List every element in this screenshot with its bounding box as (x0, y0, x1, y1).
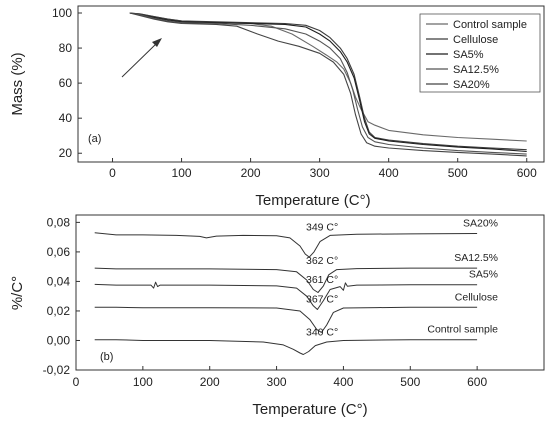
x-tick-label-a: 200 (241, 166, 261, 180)
legend-entry: Cellulose (453, 34, 498, 46)
y-tick-label-a: 100 (52, 6, 72, 20)
x-tick-label-a: 400 (379, 166, 399, 180)
series-line-b-4 (94, 339, 478, 355)
x-tick-label-b: 100 (133, 375, 153, 389)
y-tick-label-b: 0,06 (47, 245, 71, 259)
peak-label: 340 C° (306, 326, 338, 338)
x-tick-label-a: 600 (517, 166, 537, 180)
y-axis-title-b: %/C° (9, 276, 26, 310)
legend-entry: Control sample (453, 19, 527, 31)
panel-a: 0 100 200 300 400 500 600 20 40 60 80 100 (a) Tempe… (9, 5, 545, 209)
x-axis-title-b: Temperature (C°) (252, 401, 367, 418)
y-tick-label-b: 0,04 (47, 274, 71, 288)
x-tick-label-a: 100 (172, 166, 192, 180)
series-line-b-1 (94, 267, 478, 293)
series-name-label: Control sample (427, 324, 498, 336)
arrow-head (152, 38, 162, 47)
y-tick-label-b: 0,08 (47, 215, 71, 229)
legend-entry: SA12.5% (453, 64, 499, 76)
peak-label: 361 C° (306, 274, 338, 286)
series-labels-b: SA20% 349 C° SA12.5% 362 C° SA5% 361 C° Cellul… (306, 217, 498, 338)
x-tick-label-b: 600 (467, 375, 487, 389)
series-line-a-3 (129, 12, 527, 155)
legend-entry: SA5% (453, 49, 484, 61)
series-lines-b (94, 232, 478, 355)
series-line-b-0 (94, 232, 478, 258)
annotation-arrow (121, 38, 162, 78)
series-line-a-1 (129, 12, 527, 151)
panel-b: 0 100 200 300 400 500 600 -0,02 0,00 0,02 0,04 0,06… (9, 214, 545, 418)
x-tick-label-b: 300 (267, 375, 287, 389)
x-tick-label-a: 0 (109, 166, 116, 180)
x-tick-label-b: 0 (73, 375, 80, 389)
legend: Control sample Cellulose SA5% SA12.5% SA20% (419, 13, 541, 93)
y-axis-title-a: Mass (%) (9, 52, 26, 115)
y-tick-label-a: 60 (59, 76, 73, 90)
x-tick-label-a: 500 (448, 166, 468, 180)
series-line-a-4 (129, 12, 527, 157)
x-tick-label-b: 200 (200, 375, 220, 389)
peak-label: 349 C° (306, 221, 338, 233)
y-tick-label-a: 20 (59, 146, 73, 160)
plot-frame-b (75, 214, 545, 371)
peak-label: 362 C° (306, 255, 338, 267)
series-name-label: SA12.5% (454, 252, 498, 264)
panel-label-a: (a) (88, 133, 101, 145)
peak-label: 367 C° (306, 294, 338, 306)
y-tick-label-b: 0,00 (47, 333, 71, 347)
panel-label-b: (b) (100, 351, 113, 363)
ticks-a: 0 100 200 300 400 500 600 20 40 60 80 100 (52, 6, 537, 180)
series-name-label: Cellulose (455, 291, 498, 303)
series-line-b-3 (94, 306, 478, 333)
series-lines-a (129, 12, 527, 157)
series-line-a-2 (129, 12, 527, 153)
y-tick-label-a: 40 (59, 111, 73, 125)
ticks-b: 0 100 200 300 400 500 600 -0,02 0,00 0,02 0,04 0,06… (43, 215, 545, 389)
series-name-label: SA20% (463, 217, 498, 229)
y-tick-label-a: 80 (59, 41, 73, 55)
y-tick-label-b: -0,02 (43, 363, 71, 377)
y-tick-label-b: 0,02 (47, 304, 71, 318)
x-tick-label-b: 400 (333, 375, 353, 389)
series-name-label: SA5% (469, 269, 498, 281)
arrow-shaft (121, 42, 158, 78)
series-line-b-2 (94, 281, 478, 310)
legend-box (419, 13, 541, 93)
x-tick-label-b: 500 (400, 375, 420, 389)
x-axis-title-a: Temperature (C°) (255, 192, 370, 209)
plot-frame-a (77, 5, 545, 163)
legend-entry: SA20% (453, 79, 490, 91)
x-tick-label-a: 300 (310, 166, 330, 180)
